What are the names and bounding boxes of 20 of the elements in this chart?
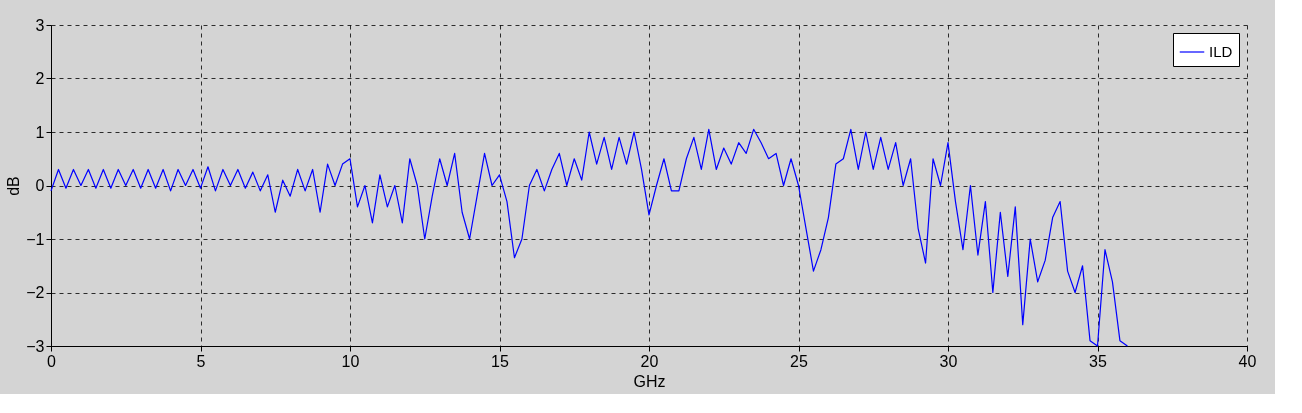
x-tick-label: 15 bbox=[491, 352, 509, 370]
y-axis-title: dB bbox=[5, 176, 23, 196]
legend-label: ILD bbox=[1209, 43, 1233, 60]
x-tick-label: 30 bbox=[939, 352, 958, 370]
y-tick-label: 2 bbox=[35, 70, 45, 87]
x-tick-label: 0 bbox=[47, 352, 57, 370]
y-tick-label: 3 bbox=[35, 16, 45, 34]
x-tick-label: 20 bbox=[640, 352, 659, 370]
x-axis-title: GHz bbox=[633, 372, 666, 390]
y-tick-label: 1 bbox=[35, 123, 45, 141]
line-series bbox=[50, 128, 1128, 347]
x-tick-label: 35 bbox=[1089, 352, 1107, 370]
x-tick-label: 25 bbox=[790, 352, 808, 370]
y-tick-label: −3 bbox=[26, 337, 45, 355]
y-tick-label: 0 bbox=[35, 177, 45, 194]
x-tick-label: 5 bbox=[196, 352, 206, 370]
y-tick-label: −1 bbox=[26, 230, 45, 248]
y-tick-label: −2 bbox=[26, 284, 45, 301]
x-tick-label: 10 bbox=[341, 352, 360, 370]
x-tick-label: 40 bbox=[1238, 352, 1257, 370]
